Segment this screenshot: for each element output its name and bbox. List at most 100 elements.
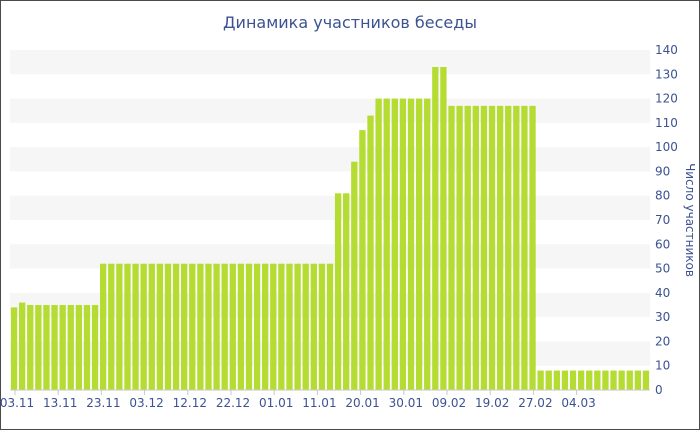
bar — [642, 370, 650, 390]
y-axis: 0 10 20 30 40 50 60 70 80 90 100 110 120 130 140 — [655, 43, 678, 397]
x-tick-label: 09.02 — [432, 396, 466, 410]
bar — [561, 370, 569, 390]
x-tick-label: 30.01 — [389, 396, 423, 410]
bar — [456, 105, 463, 391]
x-tick-label: 01.01 — [259, 396, 293, 410]
bar — [140, 263, 147, 390]
bar — [310, 263, 317, 390]
bar — [375, 98, 382, 390]
y-tick-label: 120 — [655, 92, 678, 106]
bar — [67, 305, 74, 390]
grid-band — [10, 50, 650, 75]
bar — [391, 98, 398, 390]
bar — [286, 263, 293, 390]
bar — [197, 263, 204, 390]
bar — [75, 305, 83, 390]
bar — [496, 105, 504, 391]
bar — [27, 305, 34, 390]
grid-band — [10, 98, 650, 123]
bar — [505, 105, 512, 391]
bar — [172, 263, 180, 390]
y-tick-label: 30 — [655, 310, 670, 324]
bar — [594, 370, 601, 390]
bar — [100, 263, 107, 390]
bar — [229, 263, 236, 390]
bar — [302, 263, 309, 390]
y-tick-label: 0 — [655, 383, 663, 397]
y-tick-label: 110 — [655, 116, 678, 130]
bar — [424, 98, 431, 390]
bar — [318, 263, 326, 390]
bar — [634, 370, 642, 390]
y-tick-label: 140 — [655, 43, 678, 57]
bar — [480, 105, 488, 391]
bar — [294, 263, 301, 390]
bar — [116, 263, 123, 390]
bar — [383, 98, 390, 390]
bar — [43, 305, 50, 390]
x-tick-label: 13.11 — [43, 396, 77, 410]
bar — [108, 263, 115, 390]
bar — [83, 305, 91, 390]
bar — [602, 370, 609, 390]
bar — [488, 105, 496, 391]
bar — [529, 105, 536, 391]
y-tick-label: 100 — [655, 140, 678, 154]
bar — [132, 263, 139, 390]
bar — [253, 263, 261, 390]
bar — [586, 370, 593, 390]
x-tick-label: 03.11 — [0, 396, 34, 410]
y-tick-label: 10 — [655, 359, 670, 373]
bar — [610, 370, 617, 390]
bar — [148, 263, 155, 390]
bar — [472, 105, 479, 391]
y-axis-label: Число участников — [683, 163, 697, 277]
bar — [237, 263, 245, 390]
bar — [59, 305, 66, 390]
bar — [35, 305, 42, 390]
y-tick-label: 80 — [655, 189, 670, 203]
bar — [181, 263, 188, 390]
bar — [221, 263, 228, 390]
x-tick-label: 19.02 — [475, 396, 509, 410]
bar — [205, 263, 212, 390]
bar — [618, 370, 625, 390]
x-tick-label: 22.12 — [216, 396, 250, 410]
bar — [448, 105, 455, 391]
grid-band — [10, 147, 650, 172]
bar — [189, 263, 196, 390]
x-tick-label: 20.01 — [345, 396, 379, 410]
bar — [270, 263, 277, 390]
bar — [440, 67, 447, 390]
bar — [326, 263, 334, 390]
bar — [464, 105, 471, 391]
bar — [399, 98, 407, 390]
bar — [432, 67, 439, 390]
bar — [545, 370, 552, 390]
bar — [415, 98, 423, 390]
bar — [569, 370, 577, 390]
bar — [18, 302, 26, 390]
bar — [521, 105, 528, 391]
bar — [343, 193, 350, 390]
x-tick-label: 04.03 — [561, 396, 595, 410]
x-tick-label: 23.11 — [86, 396, 120, 410]
bar — [51, 305, 58, 390]
y-tick-label: 50 — [655, 262, 670, 276]
bar — [407, 98, 415, 390]
y-tick-label: 20 — [655, 334, 670, 348]
bar — [91, 305, 99, 390]
bar — [10, 307, 18, 390]
y-tick-label: 70 — [655, 213, 670, 227]
x-tick-label: 03.12 — [129, 396, 163, 410]
bar — [626, 370, 633, 390]
y-tick-label: 90 — [655, 164, 670, 178]
x-tick-label: 12.12 — [173, 396, 207, 410]
bar — [537, 370, 544, 390]
bar-series — [10, 67, 650, 391]
bar — [124, 263, 131, 390]
grid-band — [10, 195, 650, 220]
bar — [334, 193, 342, 390]
y-tick-label: 130 — [655, 67, 678, 81]
